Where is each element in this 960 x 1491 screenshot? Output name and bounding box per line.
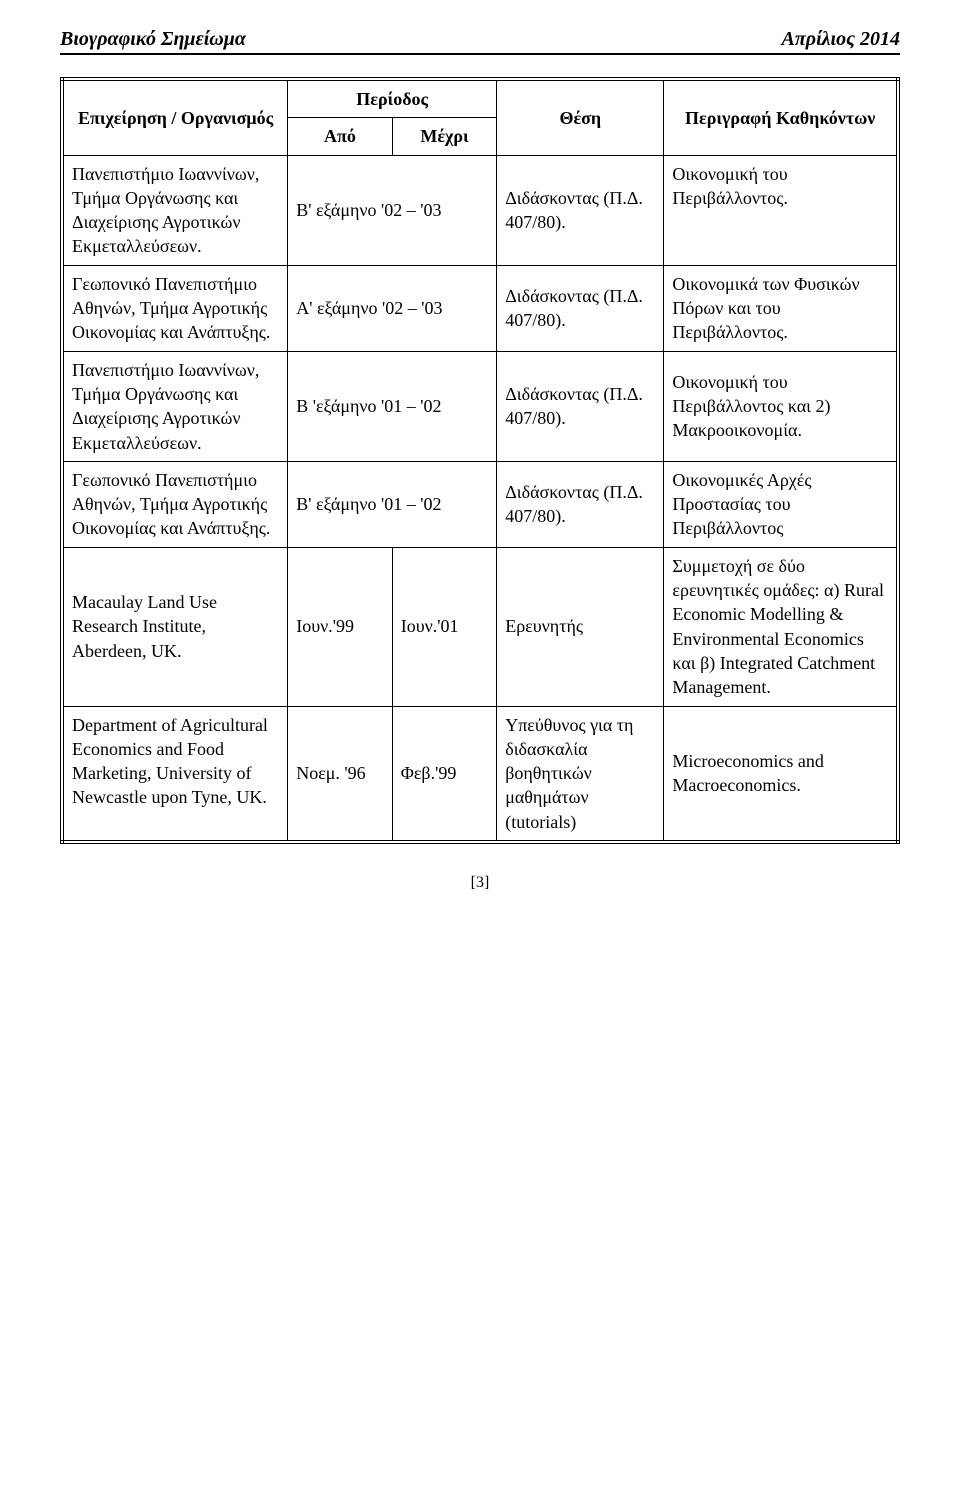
cell-position: Διδάσκοντας (Π.Δ. 407/80). [497,461,664,547]
table-row: Department of Agricultural Economics and… [62,706,898,842]
cell-org: Γεωπονικό Πανεπιστήμιο Αθηνών, Τμήμα Αγρ… [62,265,288,351]
cell-org: Γεωπονικό Πανεπιστήμιο Αθηνών, Τμήμα Αγρ… [62,461,288,547]
cell-period: Β 'εξάμηνο '01 – '02 [288,351,497,461]
cell-duties: Οικονομικά των Φυσικών Πόρων και του Περ… [664,265,898,351]
running-header: Βιογραφικό Σημείωμα Απρίλιος 2014 [60,28,900,55]
cell-duties: Microeconomics and Macroeconomics. [664,706,898,842]
col-period: Περίοδος [288,79,497,118]
cell-org: Πανεπιστήμιο Ιωαννίνων, Τμήμα Οργάνωσης … [62,351,288,461]
header-left: Βιογραφικό Σημείωμα [60,28,246,51]
cell-position: Διδάσκοντας (Π.Δ. 407/80). [497,155,664,265]
cell-from: Νοεμ. '96 [288,706,393,842]
table-row: Γεωπονικό Πανεπιστήμιο Αθηνών, Τμήμα Αγρ… [62,265,898,351]
cell-org: Department of Agricultural Economics and… [62,706,288,842]
cell-until: Φεβ.'99 [392,706,497,842]
cell-duties: Οικονομικές Αρχές Προστασίας του Περιβάλ… [664,461,898,547]
table-row: Πανεπιστήμιο Ιωαννίνων, Τμήμα Οργάνωσης … [62,155,898,265]
cell-position: Διδάσκοντας (Π.Δ. 407/80). [497,351,664,461]
table-row: Macaulay Land Use Research Institute, Ab… [62,547,898,706]
cell-duties: Οικονομική του Περιβάλλοντος. [664,155,898,265]
page-container: Βιογραφικό Σημείωμα Απρίλιος 2014 Επιχεί… [0,0,960,932]
table-row: Πανεπιστήμιο Ιωαννίνων, Τμήμα Οργάνωσης … [62,351,898,461]
cell-period: Β' εξάμηνο '01 – '02 [288,461,497,547]
cell-period: Α' εξάμηνο '02 – '03 [288,265,497,351]
table-header-row-1: Επιχείρηση / Οργανισμός Περίοδος Θέση Πε… [62,79,898,118]
col-position: Θέση [497,79,664,155]
col-duties: Περιγραφή Καθηκόντων [664,79,898,155]
cell-duties: Οικονομική του Περιβάλλοντος και 2) Μακρ… [664,351,898,461]
cell-position: Ερευνητής [497,547,664,706]
table-row: Γεωπονικό Πανεπιστήμιο Αθηνών, Τμήμα Αγρ… [62,461,898,547]
cell-position: Διδάσκοντας (Π.Δ. 407/80). [497,265,664,351]
col-org: Επιχείρηση / Οργανισμός [62,79,288,155]
cell-org: Πανεπιστήμιο Ιωαννίνων, Τμήμα Οργάνωσης … [62,155,288,265]
cell-org: Macaulay Land Use Research Institute, Ab… [62,547,288,706]
cell-period: Β' εξάμηνο '02 – '03 [288,155,497,265]
col-from: Από [288,118,393,155]
page-number: [3] [60,874,900,892]
cell-duties: Συμμετοχή σε δύο ερευνητικές ομάδες: α) … [664,547,898,706]
cell-position: Υπεύθυνος για τη διδασκαλία βοηθητικών μ… [497,706,664,842]
cell-until: Ιουν.'01 [392,547,497,706]
header-right: Απρίλιος 2014 [782,28,900,51]
cv-table: Επιχείρηση / Οργανισμός Περίοδος Θέση Πε… [60,77,900,844]
cell-from: Ιουν.'99 [288,547,393,706]
col-until: Μέχρι [392,118,497,155]
